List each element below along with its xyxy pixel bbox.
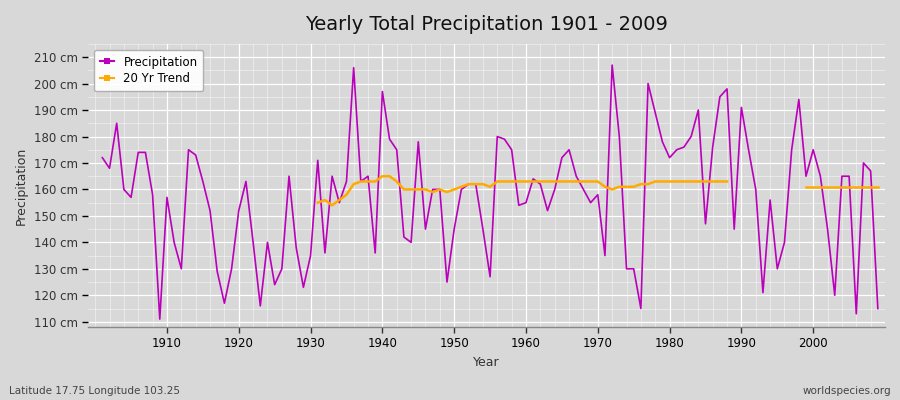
Title: Yearly Total Precipitation 1901 - 2009: Yearly Total Precipitation 1901 - 2009 bbox=[305, 15, 668, 34]
Text: Latitude 17.75 Longitude 103.25: Latitude 17.75 Longitude 103.25 bbox=[9, 386, 180, 396]
X-axis label: Year: Year bbox=[473, 356, 500, 369]
Y-axis label: Precipitation: Precipitation bbox=[15, 146, 28, 224]
Legend: Precipitation, 20 Yr Trend: Precipitation, 20 Yr Trend bbox=[94, 50, 203, 91]
Text: worldspecies.org: worldspecies.org bbox=[803, 386, 891, 396]
